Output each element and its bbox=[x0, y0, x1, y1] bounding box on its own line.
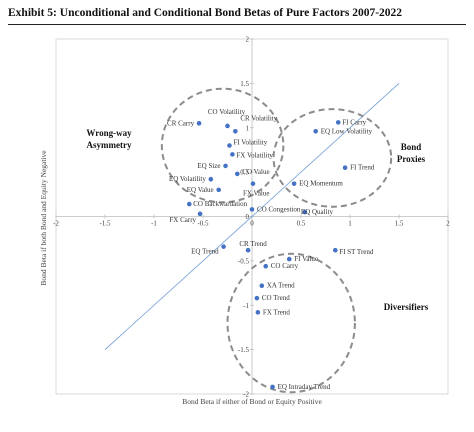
y-tick-label: -1 bbox=[243, 302, 249, 310]
point-label: EQ Volatility bbox=[169, 175, 206, 183]
x-tick-label: -1 bbox=[151, 220, 157, 228]
point-label: EQ Momentum bbox=[299, 180, 343, 188]
y-tick-label: 0.5 bbox=[240, 169, 249, 177]
data-point bbox=[216, 187, 221, 193]
region-label: Diversifiers bbox=[384, 302, 429, 312]
x-tick-label: 1.5 bbox=[395, 220, 404, 228]
region-label: Bond bbox=[401, 142, 422, 152]
data-point bbox=[186, 201, 192, 207]
region-ellipse bbox=[160, 87, 285, 204]
title-rule bbox=[8, 24, 466, 25]
region-label: Asymmetry bbox=[87, 140, 132, 150]
x-tick-label: -0.5 bbox=[197, 220, 209, 228]
data-point bbox=[223, 163, 228, 169]
data-point bbox=[255, 310, 261, 315]
region-layer: Wrong-way Asymmetry Bond Proxies Diversifier… bbox=[86, 87, 429, 394]
y-tick-label: 1.5 bbox=[240, 80, 249, 88]
data-point bbox=[333, 247, 338, 253]
point-label: CR Volatility bbox=[240, 114, 277, 122]
y-tick-label: 1 bbox=[246, 124, 250, 132]
point-label: CO Volatility bbox=[208, 108, 246, 116]
data-point bbox=[196, 121, 202, 126]
data-point bbox=[227, 143, 232, 148]
point-label: FI Trend bbox=[350, 164, 375, 172]
point-label: XA Trend bbox=[267, 282, 295, 290]
y-tick-label: 2 bbox=[246, 36, 250, 44]
data-point bbox=[245, 247, 251, 253]
point-label: CO Carry bbox=[271, 262, 299, 270]
point-label: CO Trend bbox=[262, 294, 290, 302]
data-point bbox=[249, 207, 255, 212]
data-point bbox=[254, 295, 260, 301]
point-label: EQ Value bbox=[187, 186, 214, 194]
point-label: CO Backwardation bbox=[193, 200, 247, 208]
point-label: FX Carry bbox=[169, 216, 196, 224]
point-label: EQ Trend bbox=[191, 248, 219, 256]
x-tick-label: -2 bbox=[53, 220, 59, 228]
y-tick-label: 0 bbox=[246, 213, 250, 221]
data-point bbox=[235, 171, 240, 177]
point-label: EQ Intraday Trend bbox=[278, 383, 331, 391]
data-point bbox=[335, 120, 341, 125]
point-label: FI ST Trend bbox=[339, 248, 374, 256]
point-label: FX Value bbox=[243, 190, 270, 198]
page-title: Exhibit 5: Unconditional and Conditional… bbox=[8, 7, 403, 19]
data-point bbox=[286, 256, 292, 262]
data-point bbox=[263, 263, 269, 269]
axes-layer: -2 -1.5 -1 -0.5 0 0.5 1 1.5 2 2 1.5 1 0.5 0 -0.5 -1 -1.5… bbox=[53, 36, 450, 399]
data-point bbox=[342, 165, 348, 170]
data-point bbox=[197, 211, 203, 217]
x-tick-label: -1.5 bbox=[99, 220, 111, 228]
x-tick-label: 0.5 bbox=[297, 220, 306, 228]
x-tick-label: 1 bbox=[348, 220, 352, 228]
point-label: FI Volatility bbox=[233, 139, 267, 147]
data-point bbox=[221, 244, 226, 249]
y-tick-label: -1.5 bbox=[238, 346, 250, 354]
data-point bbox=[313, 129, 319, 134]
region-label: Proxies bbox=[397, 154, 426, 164]
region-ellipse bbox=[272, 108, 393, 208]
point-label: CO Congestion bbox=[257, 205, 301, 213]
data-point bbox=[291, 181, 297, 186]
point-label: FI Carry bbox=[342, 118, 366, 126]
y-tick-label: -0.5 bbox=[238, 257, 250, 265]
data-point bbox=[225, 123, 230, 129]
data-point bbox=[270, 384, 275, 390]
point-label: EQ Low Volatility bbox=[321, 127, 373, 135]
data-point bbox=[230, 152, 235, 157]
point-label: FI Value bbox=[294, 255, 318, 263]
point-label: EQ Quality bbox=[301, 208, 334, 216]
x-axis-title: Bond Beta if either of Bond or Equity Po… bbox=[182, 397, 322, 406]
point-label: FX Trend bbox=[263, 308, 291, 316]
data-point bbox=[233, 129, 238, 134]
y-axis-title: Bond Beta if both Bond and Equity Negati… bbox=[39, 150, 48, 286]
y-tick-label: -2 bbox=[243, 391, 249, 399]
region-ellipse bbox=[226, 252, 356, 394]
point-label: CR Trend bbox=[239, 240, 267, 248]
diagonal-line bbox=[104, 83, 400, 350]
x-tick-label: 2 bbox=[446, 220, 450, 228]
point-label: CR Carry bbox=[167, 119, 195, 127]
region-label: Wrong-way bbox=[86, 128, 132, 138]
point-label: EQ Size bbox=[197, 162, 220, 170]
data-point bbox=[250, 181, 256, 186]
data-point bbox=[302, 209, 308, 215]
data-point bbox=[208, 176, 214, 182]
x-tick-label: 0 bbox=[250, 220, 254, 228]
data-point bbox=[259, 283, 265, 289]
point-label: FX Volatility bbox=[236, 151, 273, 159]
point-label: CO Value bbox=[242, 168, 269, 176]
